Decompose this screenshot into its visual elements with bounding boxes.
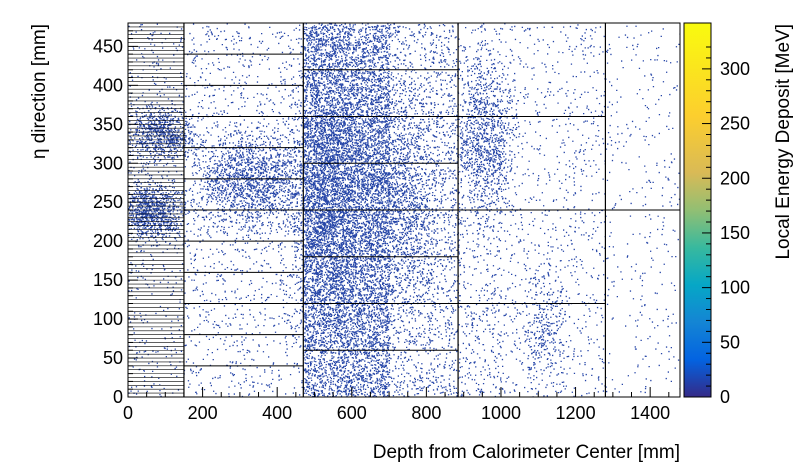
colorbar-frame	[683, 22, 712, 398]
y-tick-label: 400	[93, 75, 123, 95]
z-tick-label: 150	[720, 223, 750, 243]
x-axis-title: Depth from Calorimeter Center [mm]	[373, 442, 680, 463]
y-tick-label: 200	[93, 231, 123, 251]
z-tick-label: 250	[720, 114, 750, 134]
z-tick-label: 50	[720, 332, 740, 352]
x-tick-label: 1400	[630, 403, 670, 423]
colorbar-axis: 0 50 100 150 200 250 300	[702, 46, 750, 407]
y-tick-label: 150	[93, 270, 123, 290]
y-tick-label: 350	[93, 114, 123, 134]
x-tick-label: 400	[262, 403, 292, 423]
y-tick-label: 0	[113, 387, 123, 407]
y-tick-label: 100	[93, 309, 123, 329]
x-tick-label: 0	[123, 403, 133, 423]
x-tick-label: 600	[337, 403, 367, 423]
cell-grid	[128, 23, 680, 397]
colorbar: 0 50 100 150 200 250 300	[683, 22, 750, 407]
y-tick-label: 250	[93, 192, 123, 212]
x-tick-label: 1200	[556, 403, 596, 423]
y-tick-label: 300	[93, 153, 123, 173]
z-tick-label: 300	[720, 59, 750, 79]
x-tick-label: 800	[411, 403, 441, 423]
x-tick-label: 200	[188, 403, 218, 423]
colorbar-scale	[684, 23, 711, 397]
plot-area	[127, 22, 681, 398]
x-tick-label: 1000	[481, 403, 521, 423]
y-tick-label: 450	[93, 36, 123, 56]
z-tick-label: 200	[720, 168, 750, 188]
y-tick-label: 50	[103, 348, 123, 368]
x-axis: 0 200 400 600 800 1000 1200 1400	[123, 387, 670, 423]
z-tick-label: 100	[720, 278, 750, 298]
colorbar-title: Local Energy Deposit [MeV]	[773, 24, 794, 260]
z-tick-label: 0	[720, 387, 730, 407]
y-axis: 0 50 100 150 200 250 300 350 400 450	[93, 22, 138, 407]
y-axis-title: η direction [mm]	[29, 24, 50, 159]
